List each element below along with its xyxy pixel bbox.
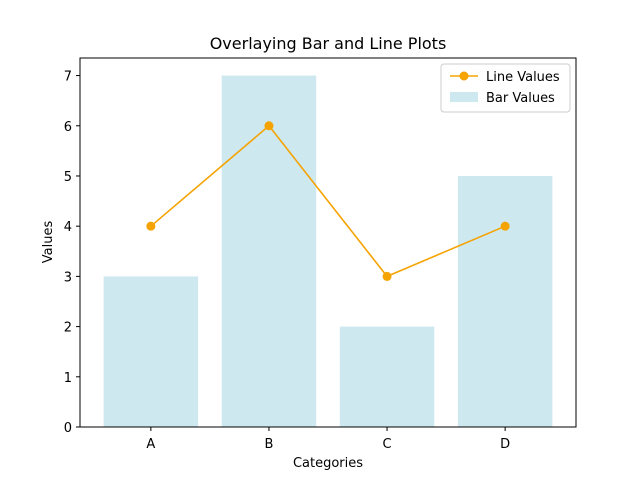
y-tick-label-3: 3 [64, 270, 72, 285]
plot-frame [79, 57, 577, 428]
y-tick-label-6: 6 [64, 120, 72, 135]
y-tick-label-2: 2 [64, 321, 72, 336]
y-axis-label: Values [41, 221, 56, 264]
legend-line-marker [459, 71, 469, 81]
line-point-b [264, 121, 274, 131]
legend-entry-line-values: Line Values [486, 70, 560, 85]
y-tick-label-5: 5 [64, 170, 72, 185]
line-values-path [150, 124, 506, 278]
x-axis: A B C D [146, 427, 510, 452]
x-tick-label-d: D [500, 437, 510, 452]
y-axis: 0 1 2 3 4 5 6 7 [64, 70, 80, 436]
x-axis-label: Categories [293, 456, 363, 471]
bar-series [103, 75, 553, 428]
x-tick-label-b: B [264, 437, 273, 452]
y-tick-label-7: 7 [64, 70, 72, 85]
y-tick-label-4: 4 [64, 220, 72, 235]
y-tick-label-0: 0 [64, 421, 72, 436]
bar-a [103, 276, 199, 427]
y-tick-label-1: 1 [64, 371, 72, 386]
legend-bar-swatch [450, 92, 478, 102]
line-point-c [382, 271, 392, 281]
line-series [146, 121, 510, 281]
line-point-a [146, 221, 156, 231]
legend-entry-bar-values: Bar Values [486, 91, 555, 106]
bar-d [457, 175, 553, 427]
line-point-d [500, 221, 510, 231]
x-tick-label-c: C [383, 437, 392, 452]
x-tick-label-a: A [146, 437, 155, 452]
bar-b [221, 75, 317, 428]
legend: Line Values Bar Values [440, 63, 571, 113]
bar-c [339, 326, 435, 427]
chart-title: Overlaying Bar and Line Plots [210, 34, 447, 53]
